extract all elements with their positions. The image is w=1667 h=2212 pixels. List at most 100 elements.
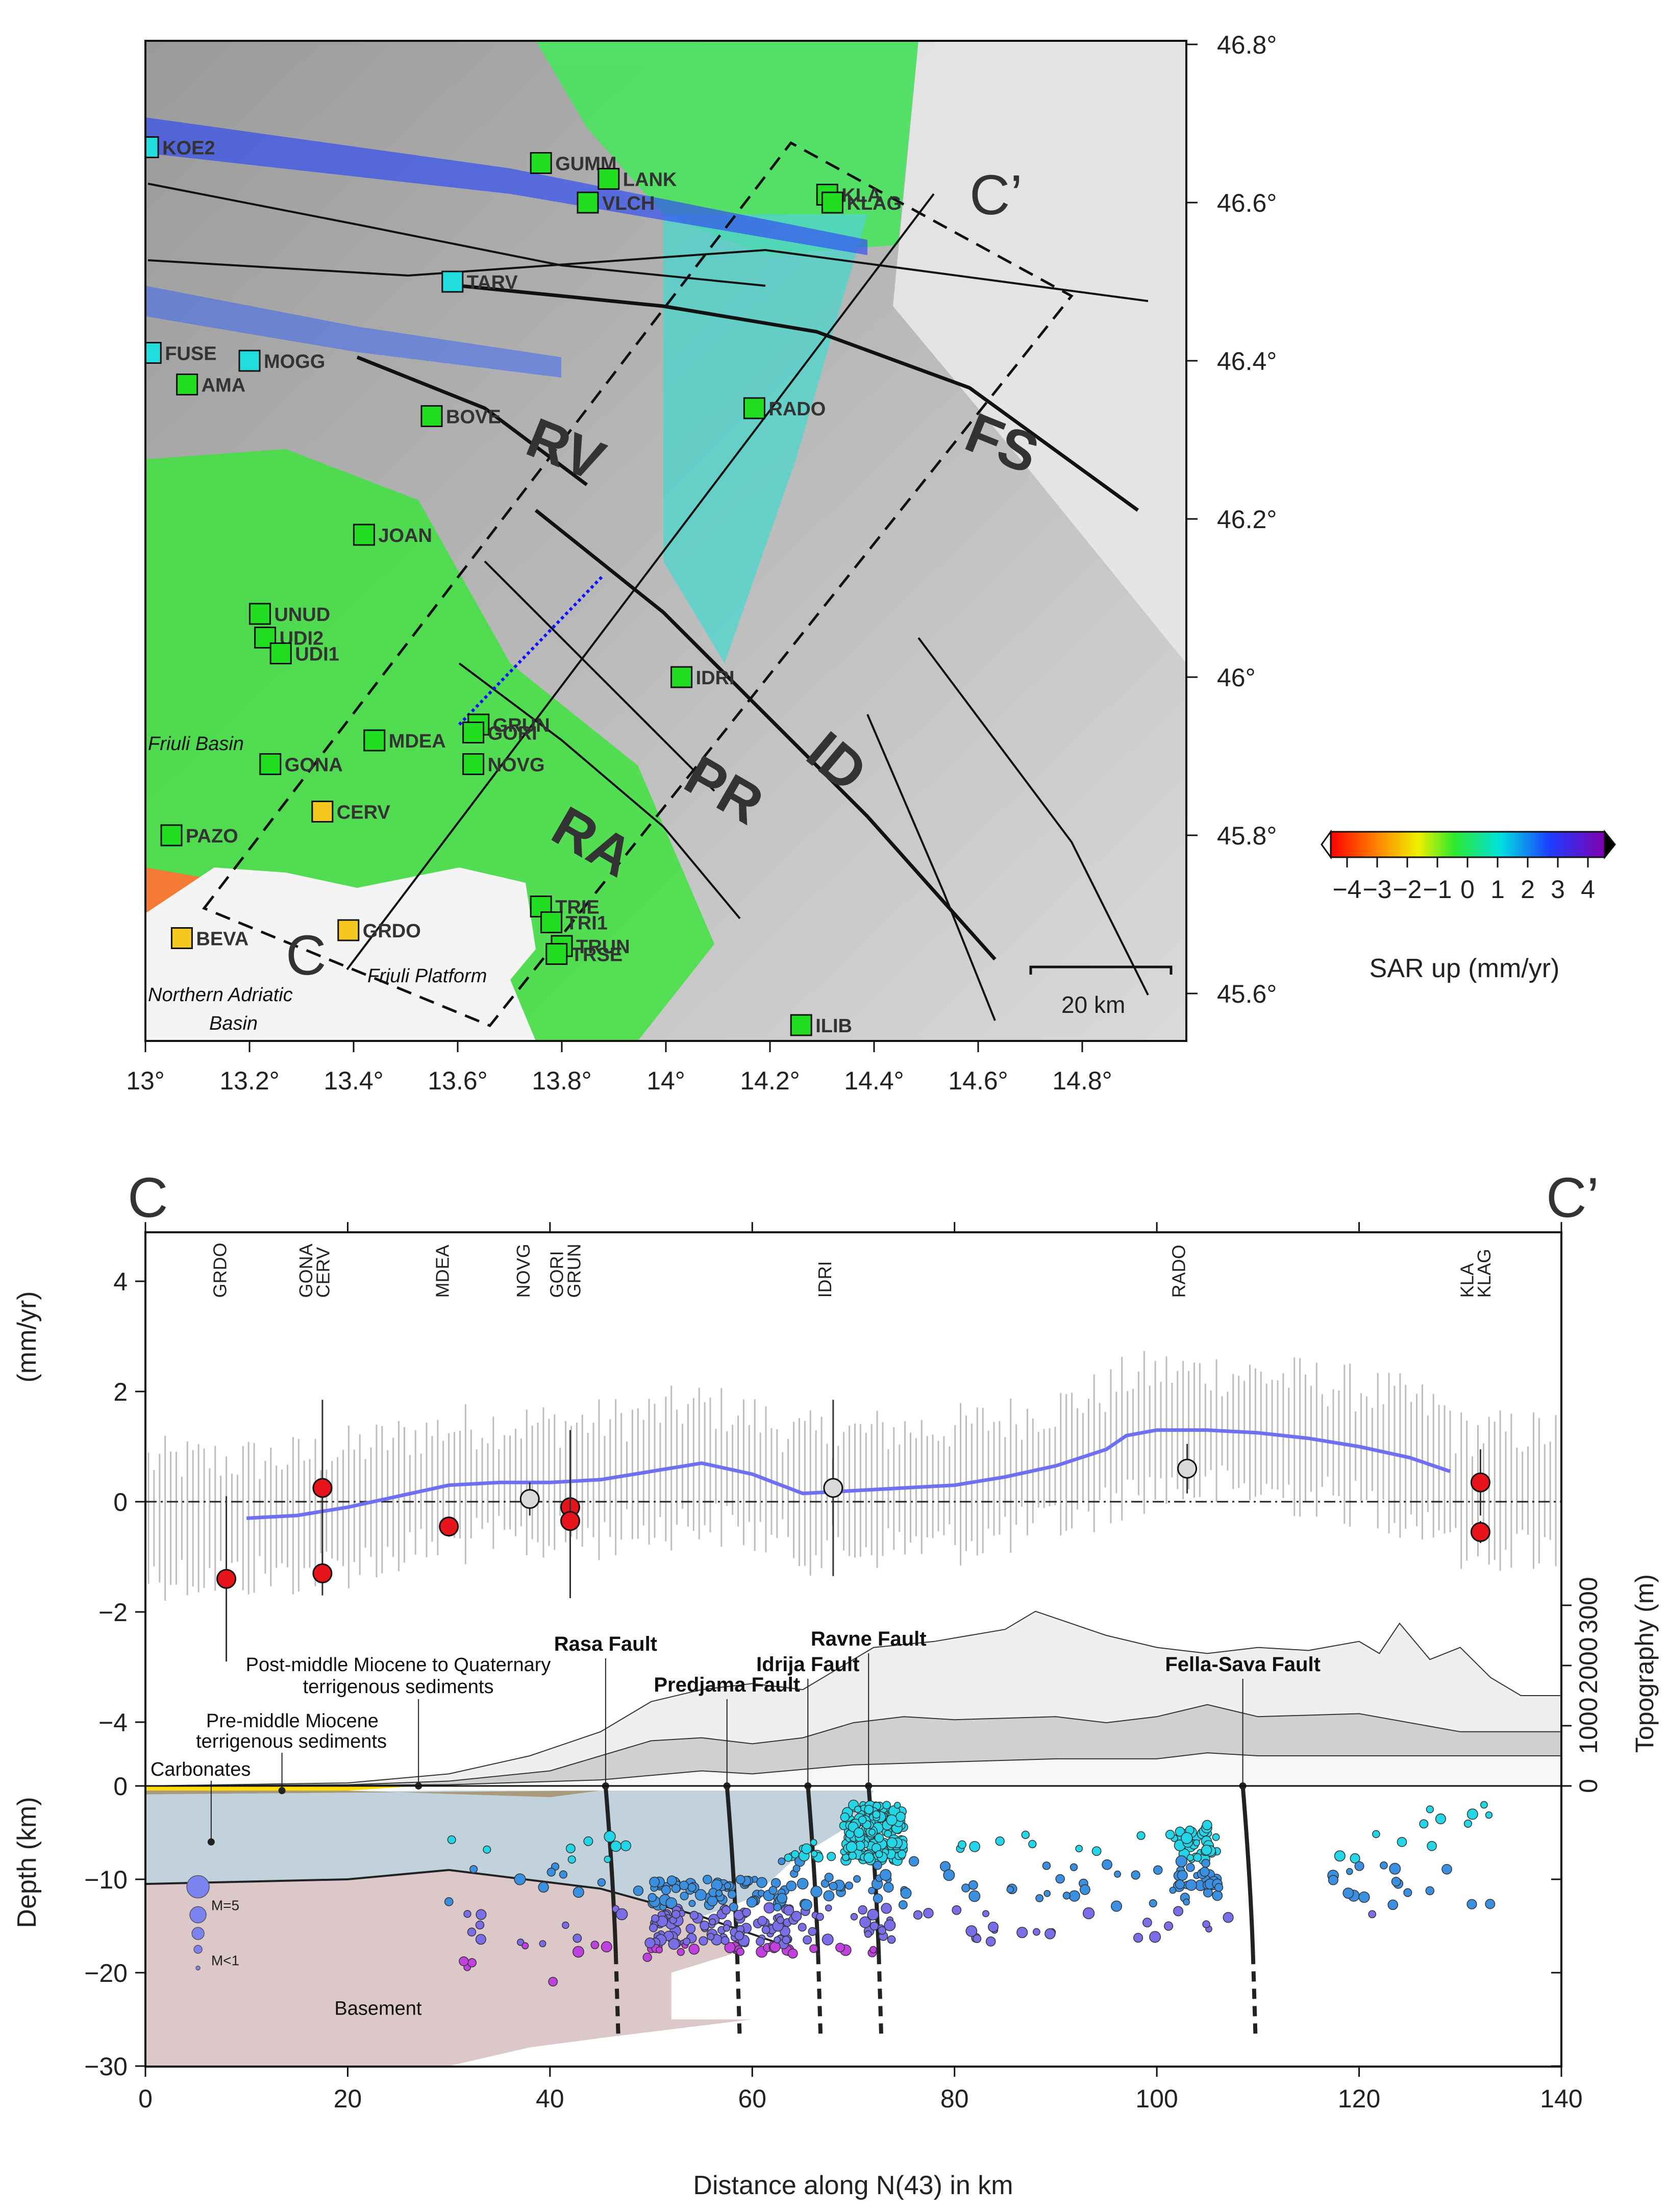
station-marker [462,722,485,743]
earthquake [649,1923,658,1932]
earthquake [666,1875,677,1886]
x-tick-label: 100 [1135,2084,1178,2113]
seismicity: M=5 M<1 [186,1799,1496,1987]
earthquake [1173,1906,1184,1917]
topo-tick-label: 1000 [1574,1697,1603,1754]
section-station-label: KLA [1457,1263,1478,1298]
topo-tick-label: 2000 [1574,1637,1603,1694]
earthquake [633,1885,644,1896]
earthquake [893,1802,901,1809]
earthquake [475,1934,486,1945]
earthquake [727,1890,737,1899]
earthquake [1334,1850,1346,1862]
earthquake [694,1889,707,1901]
swath-outline [202,141,1074,1028]
station-label: RADO [768,399,826,420]
section-label-c: C [286,924,326,987]
earthquake [1165,1830,1175,1840]
fault-trace-dashed [735,1954,742,2039]
station-marker [269,642,292,664]
map-y-tick-label: 46.2° [1217,505,1277,534]
earthquake [661,1885,671,1895]
lower-y-tick-label: −20 [84,1959,128,1987]
earthquake [786,1880,797,1892]
map-x-tick-label: 13.8° [532,1066,591,1095]
profile-swath [202,141,1074,1028]
earthquake [565,1844,576,1854]
earthquake [1201,1858,1210,1868]
earthquake [923,1907,934,1919]
map-x-tick-label: 13.6° [428,1066,487,1095]
section-c-right: C’ [1546,1166,1599,1229]
map-x-tick-label: 14.4° [844,1066,904,1095]
station-marker [311,801,334,823]
earthquake [845,1841,858,1853]
earthquake [827,1852,836,1861]
earthquake [973,1934,982,1943]
colorbar-tick-label: −1 [1423,875,1452,904]
earthquake [656,1946,663,1954]
fault-label: Predjama Fault [654,1674,800,1696]
map-x-tick-label: 14.2° [740,1066,800,1095]
earthquake [1163,1921,1174,1931]
earthquake [1181,1832,1193,1844]
x-tick-label: 0 [138,2084,153,2113]
fault-pr [484,560,715,792]
earthquake [1328,1875,1338,1885]
lower-y-label: Depth (km) [12,1797,42,1928]
earthquake [809,1944,818,1953]
station-label: TARV [467,272,518,293]
earthquake [548,1977,558,1987]
earthquake [677,1948,685,1956]
fault-trace-dashed [877,1954,884,2039]
x-tick-label: 60 [738,2084,766,2113]
earthquake [665,1897,677,1909]
colorbar-tick-label: 3 [1551,875,1565,904]
earthquake [952,1905,962,1915]
earthquake [1202,1920,1210,1928]
map-x-axis: 13° 13.2° 13.4° 13.6° 13.8° 14° 14.2° 14.4° 14.6… [126,1041,1112,1095]
map-y-tick-label: 46.8° [1217,31,1277,59]
earthquake [782,1935,791,1945]
earthquake [689,1910,699,1920]
map-y-tick-label: 45.8° [1217,822,1277,850]
earthquake [707,1895,718,1906]
earthquake [1021,1830,1030,1840]
earthquake [783,1905,794,1916]
earthquake [724,1882,731,1890]
section-x-axis: 0 20 40 60 80 100 120 140 [138,1222,1583,2113]
earthquake [1368,1910,1377,1919]
earthquake [797,1878,809,1890]
earthquake [651,1914,660,1923]
earthquake [1149,1899,1157,1908]
gps-point-red [216,1569,237,1589]
earthquake [773,1903,782,1911]
earthquake [679,1880,689,1891]
magnitude-legend-circle [191,1927,205,1940]
colorbar-tick-label: 4 [1581,875,1595,904]
earthquake [572,1946,584,1958]
colorbar-tick-label: −2 [1392,875,1422,904]
earthquake [736,1947,744,1956]
earthquake [573,1933,582,1943]
earthquake [604,1855,611,1863]
earthquake [768,1886,778,1895]
earthquake [687,1883,696,1892]
earthquake [1035,1894,1044,1902]
magnitude-legend-circle [186,1875,210,1899]
map-x-tick-label: 14.8° [1052,1066,1112,1095]
earthquake [1202,1820,1212,1830]
station-label: NOVG [488,755,545,776]
gps-point-red [312,1563,333,1583]
earthquake [1131,1870,1140,1880]
colorbar-ticks: −4 −3 −2 −1 0 1 2 3 4 [1332,857,1595,904]
fault-misc3 [917,637,1149,996]
earthquake [1427,1841,1437,1851]
map-y-tick-label: 46.6° [1217,189,1277,217]
earthquake [880,1869,892,1881]
mean-velocity-line [246,1428,1451,1520]
station-marker [540,911,563,933]
station-marker [545,943,568,965]
station-label: VLCH [602,193,655,214]
fault-misc2 [147,248,1149,302]
